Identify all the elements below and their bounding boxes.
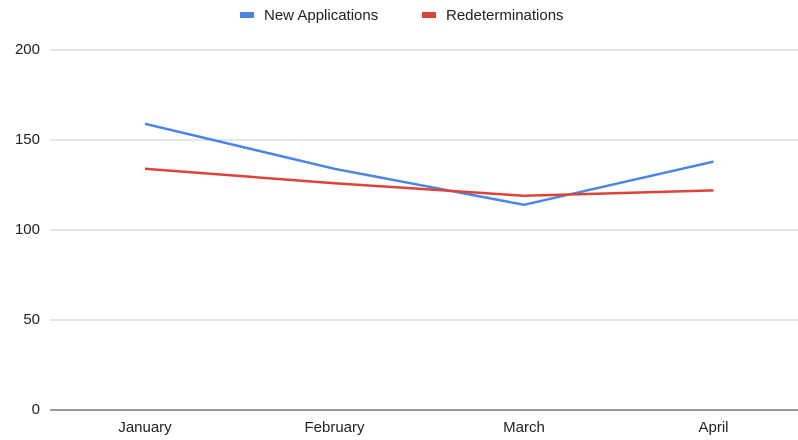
legend-swatch <box>240 12 254 18</box>
x-tick-label: March <box>503 419 545 436</box>
series-line <box>144 167 714 198</box>
x-tick-label: February <box>304 419 365 436</box>
series-line <box>144 122 714 207</box>
y-tick-label: 100 <box>15 221 40 238</box>
y-tick-label: 200 <box>15 41 40 58</box>
y-tick-label: 150 <box>15 131 40 148</box>
x-tick-label: April <box>698 419 728 436</box>
y-tick-label: 50 <box>23 311 40 328</box>
legend-swatch <box>422 12 436 18</box>
legend-label: New Applications <box>264 7 378 24</box>
y-tick-label: 0 <box>32 401 40 418</box>
x-tick-label: January <box>118 419 172 436</box>
legend-label: Redeterminations <box>446 7 564 24</box>
